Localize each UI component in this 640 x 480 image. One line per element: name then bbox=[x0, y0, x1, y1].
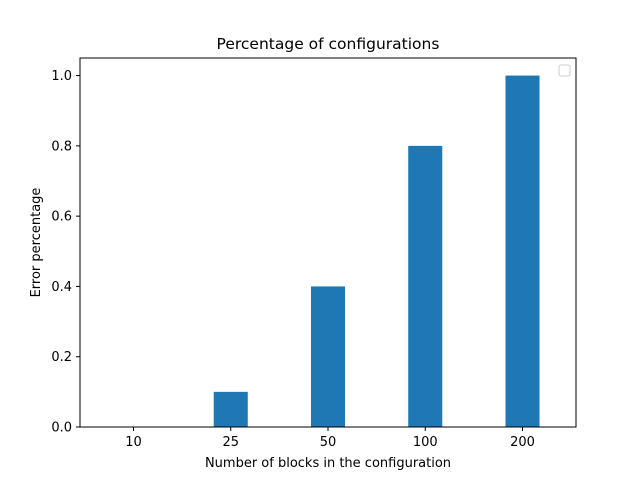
legend bbox=[558, 64, 571, 77]
x-tick-label: 100 bbox=[413, 435, 438, 450]
ticks-layer: 10 25 50 100 200 0.0 0.2 0.4 0.6 0.8 1.0 bbox=[51, 69, 535, 450]
y-axis-title: Error percentage bbox=[29, 188, 44, 298]
x-tick-label: 200 bbox=[510, 435, 535, 450]
x-tick-label: 25 bbox=[222, 435, 239, 450]
y-tick-label: 0.8 bbox=[51, 139, 72, 154]
y-tick-label: 0.4 bbox=[51, 280, 72, 295]
x-tick-label: 10 bbox=[125, 435, 142, 450]
y-tick-label: 0.6 bbox=[51, 210, 72, 225]
bar-50 bbox=[310, 286, 346, 427]
bars-layer bbox=[213, 75, 540, 428]
y-tick-label: 0.0 bbox=[51, 421, 72, 436]
bar-200 bbox=[505, 75, 540, 428]
bar-25 bbox=[213, 391, 248, 427]
y-tick-label: 1.0 bbox=[51, 69, 72, 84]
axes-frame bbox=[79, 57, 577, 428]
chart-title: Percentage of configurations bbox=[217, 35, 440, 53]
legend-box bbox=[558, 64, 571, 77]
y-tick-label: 0.2 bbox=[51, 350, 72, 365]
x-tick-label: 50 bbox=[320, 435, 337, 450]
x-axis-title: Number of blocks in the configuration bbox=[205, 456, 451, 471]
bar-100 bbox=[408, 145, 443, 427]
